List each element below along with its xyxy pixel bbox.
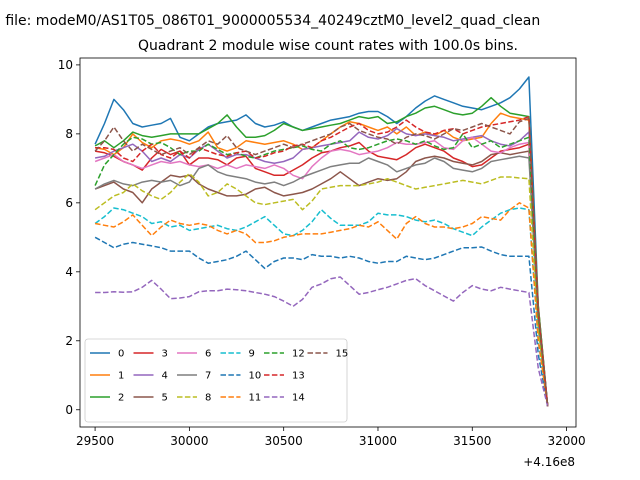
series-layer bbox=[94, 76, 549, 407]
series-line-15 bbox=[94, 117, 549, 407]
legend-label: 10 bbox=[249, 371, 262, 382]
series-line-12 bbox=[94, 133, 549, 407]
legend-label: 12 bbox=[292, 349, 305, 360]
legend-label: 11 bbox=[249, 393, 262, 404]
x-tick-label: 30500 bbox=[265, 434, 303, 448]
legend-label: 13 bbox=[292, 371, 305, 382]
legend-label: 2 bbox=[118, 393, 124, 404]
series-line-6 bbox=[94, 136, 549, 407]
series-line-14 bbox=[95, 276, 549, 407]
series-line-7 bbox=[94, 155, 549, 407]
axes-layer bbox=[79, 57, 577, 428]
x-tick-label: 30000 bbox=[170, 434, 208, 448]
series-line-10 bbox=[94, 236, 549, 407]
y-tick-label: 10 bbox=[58, 58, 73, 72]
legend-label: 0 bbox=[118, 349, 124, 360]
legend-label: 5 bbox=[162, 393, 168, 404]
legend-label: 14 bbox=[292, 393, 305, 404]
x-tick-label: 32000 bbox=[547, 434, 585, 448]
series-line-0 bbox=[94, 76, 549, 407]
y-tick-label: 2 bbox=[65, 334, 73, 348]
series-line-3 bbox=[94, 141, 549, 407]
y-tick-label: 6 bbox=[65, 196, 73, 210]
legend-label: 1 bbox=[118, 371, 124, 382]
plot-frame bbox=[79, 57, 577, 428]
legend-label: 15 bbox=[336, 349, 349, 360]
y-tick-label: 4 bbox=[65, 265, 73, 279]
chart-title: Quadrant 2 module wise count rates with … bbox=[138, 38, 518, 54]
legend-label: 4 bbox=[162, 371, 168, 382]
legend-label: 8 bbox=[205, 393, 211, 404]
series-line-2 bbox=[94, 96, 549, 407]
x-tick-label: 31500 bbox=[453, 434, 491, 448]
y-tick-label: 0 bbox=[65, 403, 73, 417]
legend-label: 3 bbox=[162, 349, 168, 360]
legend-box bbox=[84, 338, 348, 423]
legend-label: 6 bbox=[205, 349, 211, 360]
y-tick-label: 8 bbox=[65, 127, 73, 141]
series-line-13 bbox=[95, 115, 549, 407]
figure-suptitle: n file: modeM0/AS1T05_086T01_9000005534_… bbox=[0, 13, 540, 29]
series-line-8 bbox=[94, 172, 549, 407]
series-line-11 bbox=[94, 202, 549, 407]
legend-label: 7 bbox=[205, 371, 211, 382]
x-tick-label: 29500 bbox=[76, 434, 114, 448]
x-tick-label: 31000 bbox=[359, 434, 397, 448]
x-offset-label: +4.16e8 bbox=[523, 455, 575, 469]
series-line-5 bbox=[94, 150, 549, 407]
legend-label: 9 bbox=[249, 349, 255, 360]
